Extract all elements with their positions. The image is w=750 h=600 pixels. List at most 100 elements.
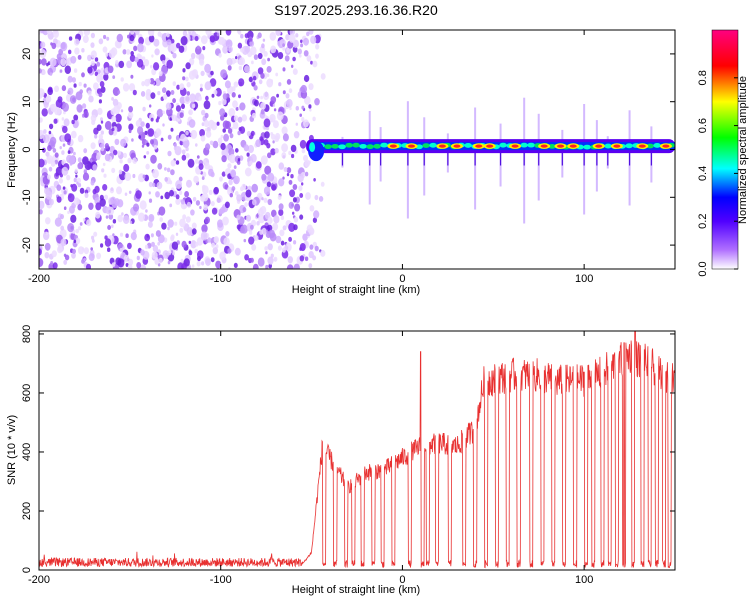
noise-speckle	[182, 76, 186, 81]
band-cell	[646, 143, 654, 149]
noise-speckle	[320, 181, 325, 187]
band-cell	[464, 143, 472, 148]
noise-speckle	[233, 262, 238, 268]
noise-speckle	[42, 70, 46, 75]
noise-speckle	[39, 200, 45, 210]
spectrogram-y-label: Frequency (Hz)	[6, 112, 18, 188]
spectral-spike-core	[561, 143, 563, 166]
noise-speckle	[271, 184, 277, 191]
noise-speckle	[165, 90, 171, 97]
noise-speckle	[160, 54, 166, 62]
noise-speckle	[282, 46, 286, 51]
spectrogram-y-ticks: -20 -10 0 10 20	[21, 48, 675, 253]
noise-speckle	[57, 245, 63, 254]
noise-speckle	[135, 190, 142, 199]
noise-speckle	[204, 128, 208, 132]
noise-speckle	[98, 91, 103, 98]
noise-speckle	[267, 243, 273, 251]
noise-speckle	[47, 145, 52, 152]
noise-speckle	[252, 199, 257, 206]
noise-speckle	[67, 210, 70, 215]
noise-speckle	[82, 35, 89, 44]
noise-speckle	[84, 192, 89, 198]
noise-speckle	[116, 40, 122, 49]
y-tick-label: 0	[21, 146, 33, 152]
noise-speckle	[260, 95, 263, 100]
noise-speckle	[204, 81, 212, 91]
noise-speckle	[126, 242, 132, 250]
noise-speckle	[290, 174, 294, 179]
noise-speckle	[117, 214, 123, 223]
snr-y-ticks: 0 200 400 600 800	[21, 325, 675, 573]
band-hot-spot	[557, 144, 565, 148]
noise-speckle	[261, 173, 267, 181]
noise-speckle	[235, 106, 239, 111]
noise-speckle	[90, 142, 96, 150]
noise-speckle	[260, 109, 265, 115]
noise-speckle	[107, 225, 111, 230]
noise-speckle	[129, 34, 135, 42]
noise-speckle	[239, 226, 245, 234]
noise-speckle	[77, 134, 84, 143]
noise-speckle	[258, 79, 263, 85]
noise-speckle	[267, 256, 274, 265]
noise-speckle	[274, 135, 280, 142]
noise-speckle	[188, 250, 193, 256]
noise-speckle	[256, 95, 260, 100]
noise-speckle	[136, 255, 140, 261]
noise-speckle	[270, 96, 277, 104]
noise-speckle	[220, 69, 228, 79]
noise-speckle	[241, 114, 247, 122]
noise-speckle	[112, 75, 116, 79]
noise-speckle	[304, 171, 309, 177]
noise-speckle	[123, 163, 130, 172]
noise-speckle	[192, 103, 196, 109]
noise-speckle	[91, 152, 98, 162]
noise-speckle	[199, 58, 205, 66]
noise-speckle	[67, 223, 75, 233]
noise-speckle	[152, 245, 159, 252]
noise-speckle	[219, 176, 223, 182]
noise-speckle	[246, 152, 250, 157]
noise-speckle	[240, 47, 244, 53]
noise-speckle	[286, 173, 290, 177]
noise-speckle	[127, 111, 134, 119]
noise-speckle	[170, 127, 174, 132]
noise-speckle	[310, 35, 317, 44]
noise-speckle	[251, 112, 257, 119]
band-cell	[625, 143, 633, 149]
noise-speckle	[250, 130, 255, 137]
spectral-spike-core	[628, 143, 631, 166]
noise-speckle	[176, 42, 181, 49]
noise-speckle	[175, 105, 182, 112]
noise-speckle	[201, 171, 207, 178]
spectral-spike-core	[407, 143, 409, 166]
noise-speckle	[260, 155, 268, 165]
noise-speckle	[202, 46, 206, 51]
noise-speckle	[67, 193, 75, 203]
noise-speckle	[204, 112, 209, 119]
noise-speckle	[182, 30, 188, 37]
noise-speckle	[235, 56, 238, 60]
spectral-spike-core	[341, 143, 344, 166]
noise-speckle	[122, 83, 130, 92]
noise-speckle	[82, 172, 90, 181]
noise-speckle	[220, 114, 225, 121]
noise-speckle	[203, 234, 206, 238]
noise-speckle	[240, 33, 244, 39]
noise-speckle	[125, 233, 129, 238]
noise-speckle	[306, 31, 310, 37]
noise-speckle	[132, 203, 140, 212]
noise-speckle	[221, 171, 226, 177]
band-cell	[422, 143, 430, 149]
noise-speckle	[64, 133, 72, 143]
noise-speckle	[68, 49, 72, 55]
noise-speckle	[79, 222, 83, 226]
noise-speckle	[276, 93, 279, 98]
noise-speckle	[212, 247, 218, 255]
noise-speckle	[87, 90, 92, 96]
noise-speckle	[298, 185, 303, 191]
noise-speckle	[243, 144, 249, 152]
y-tick-label: 800	[21, 325, 33, 343]
noise-speckle	[175, 198, 181, 205]
